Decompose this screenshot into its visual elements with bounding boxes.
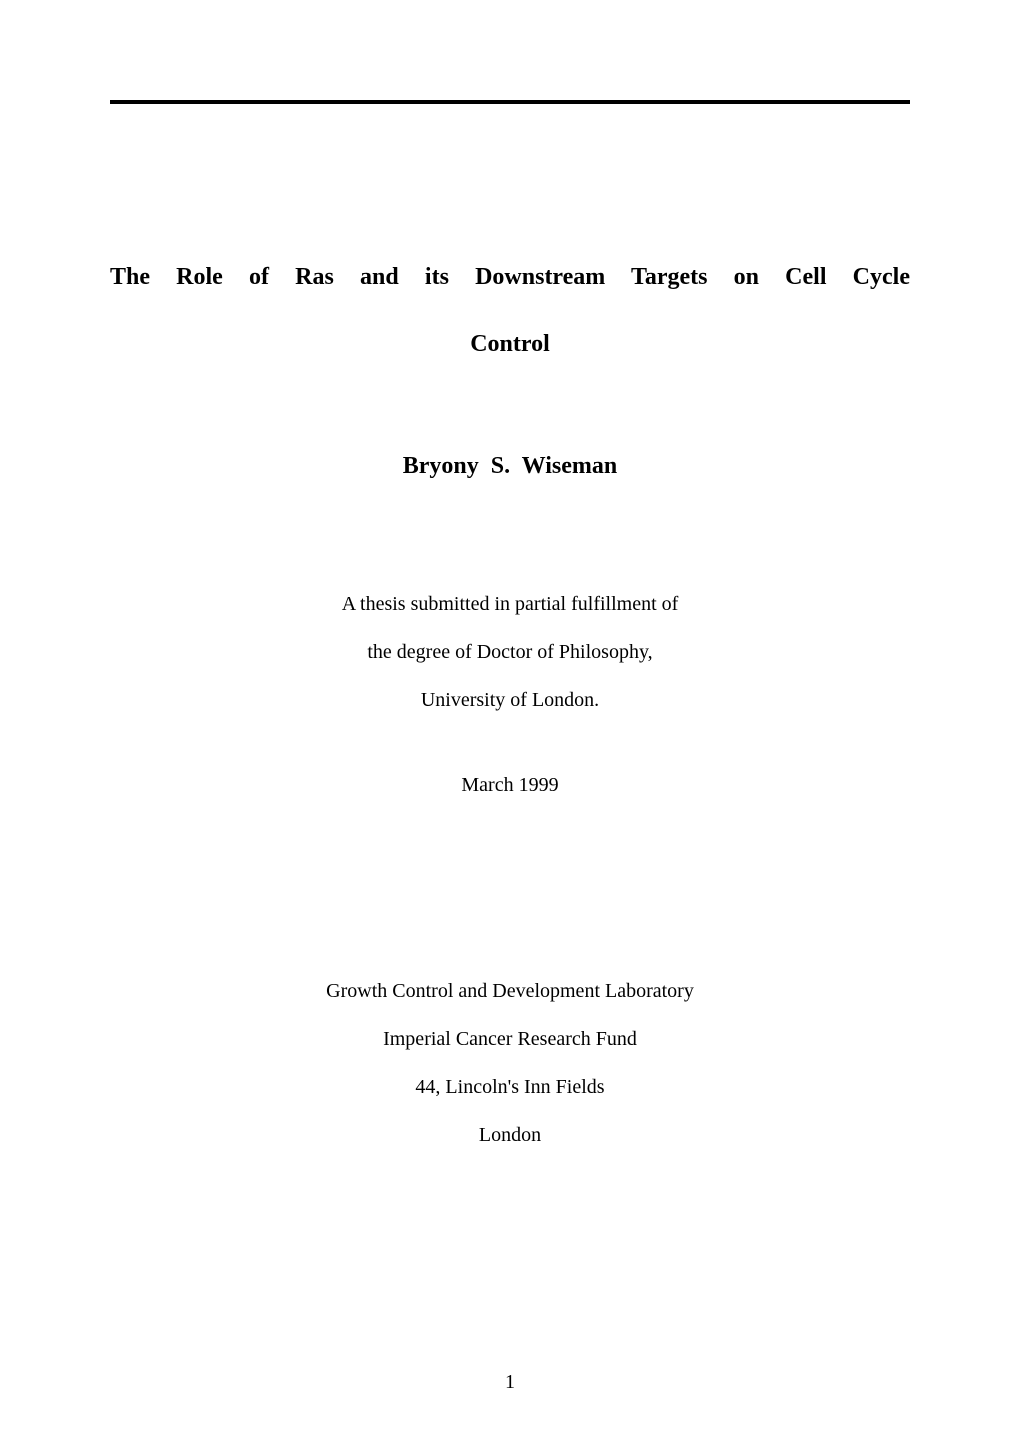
thesis-line-3: University of London. — [110, 676, 910, 724]
title-line-2: Control — [110, 311, 910, 378]
author-name: Bryony S. Wiseman — [110, 453, 910, 480]
submission-date: March 1999 — [110, 774, 910, 797]
thesis-line-1: A thesis submitted in partial fulfillmen… — [110, 580, 910, 628]
title-line-1: The Role of Ras and its Downstream Targe… — [110, 244, 910, 311]
thesis-statement: A thesis submitted in partial fulfillmen… — [110, 580, 910, 724]
affiliation-line-4: London — [110, 1111, 910, 1159]
affiliation: Growth Control and Development Laborator… — [110, 967, 910, 1159]
affiliation-line-1: Growth Control and Development Laborator… — [110, 967, 910, 1015]
affiliation-line-3: 44, Lincoln's Inn Fields — [110, 1063, 910, 1111]
thesis-line-2: the degree of Doctor of Philosophy, — [110, 628, 910, 676]
page-number: 1 — [0, 1371, 1020, 1394]
affiliation-line-2: Imperial Cancer Research Fund — [110, 1015, 910, 1063]
horizontal-rule — [110, 100, 910, 104]
thesis-title-page: The Role of Ras and its Downstream Targe… — [0, 0, 1020, 1439]
thesis-title: The Role of Ras and its Downstream Targe… — [110, 244, 910, 378]
